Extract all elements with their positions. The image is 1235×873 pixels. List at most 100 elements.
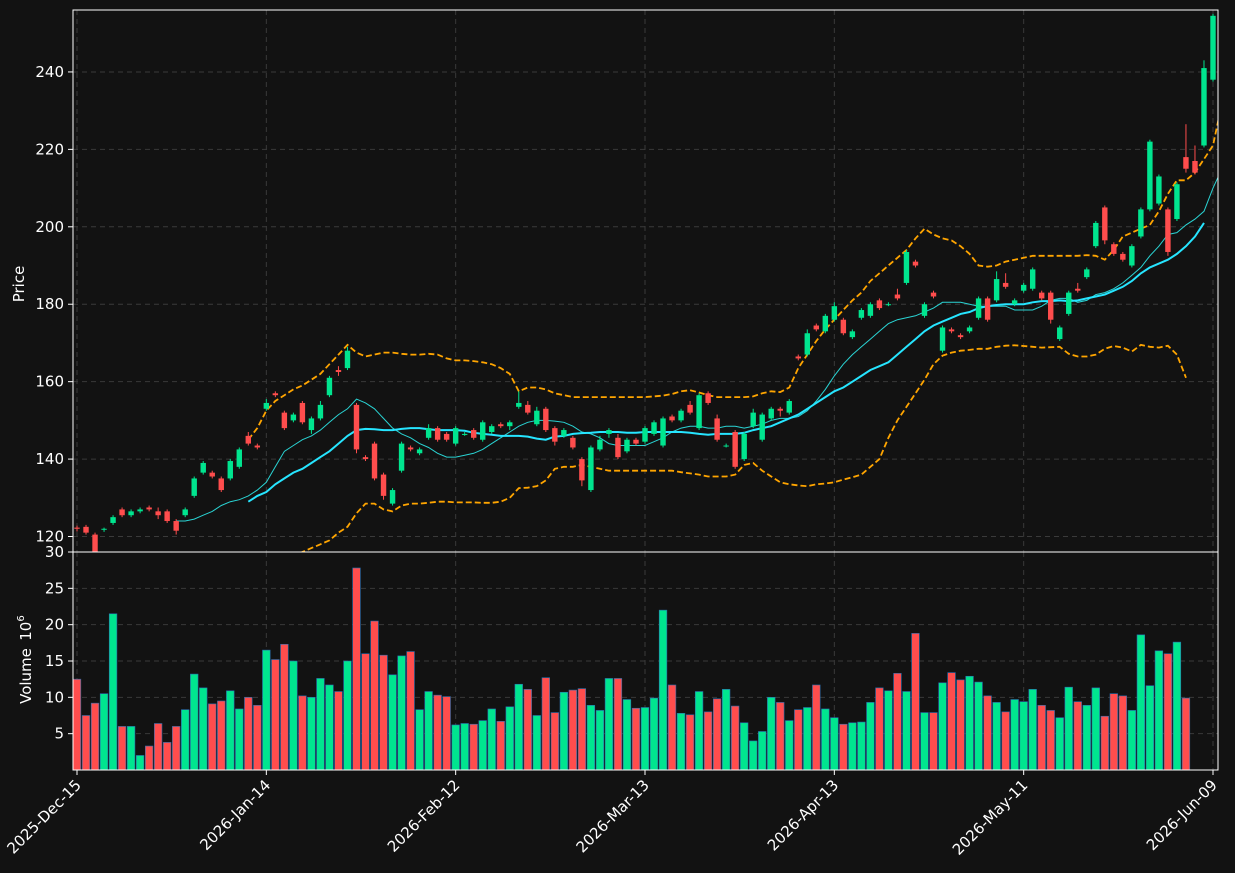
volume-bar [496,721,505,770]
price-tick-label: 140 [35,450,64,468]
volume-bar [126,726,136,770]
volume-bar [550,712,559,770]
volume-bar [199,687,208,770]
candle-body [939,327,946,351]
volume-bar [947,672,956,770]
volume-bar [90,702,100,770]
candle-body [984,298,991,320]
candle-body [561,430,567,436]
volume-bar [1145,685,1155,770]
volume-bar [830,717,839,770]
volume-bar [920,712,929,770]
volume-bar [144,745,154,770]
volume-bar [135,755,145,770]
candle-body [380,474,387,496]
volume-bar [325,684,334,770]
candle-body [822,315,829,332]
candle-body [227,461,233,479]
candle-body [885,304,892,306]
candle-body [633,439,639,444]
candle-body [317,404,324,419]
volume-bar [821,708,830,770]
volume-bar [235,708,244,770]
volume-bar [1100,715,1109,770]
candle-body [209,472,215,477]
volume-bar [172,726,181,770]
candle-body [795,356,801,359]
price-tick-label: 160 [35,373,64,391]
candle-body [849,331,856,338]
volume-bar [965,675,974,770]
volume-bar [262,649,271,770]
candle-body [831,306,838,320]
candle-body [362,457,369,460]
candle-body [669,416,675,421]
volume-bar [280,643,289,770]
volume-bar [1091,687,1100,770]
volume-bar [117,726,127,770]
volume-bar [767,697,776,770]
volume-bar [541,677,550,770]
volume-bar [316,678,325,770]
candle-body [137,509,143,512]
candle-body [155,511,161,516]
candle-body [1102,207,1108,241]
candle-body [993,279,1000,301]
volume-bar [884,690,893,770]
candle-body [1020,284,1027,291]
candle-body [606,430,612,434]
volume-bar [532,715,541,770]
candle-body [768,408,774,419]
volume-bar [577,688,587,770]
candle-body [723,445,729,447]
candle-body [1183,157,1189,169]
candle-body [741,433,747,460]
candle-body [786,401,792,413]
volume-bar [226,690,235,770]
volume-bar [1037,705,1046,770]
candle-body [894,294,901,299]
volume-bar [649,697,659,770]
candle-body [326,377,333,396]
volume-bar [442,696,451,770]
candle-body [434,428,441,440]
ma-slow-line [247,222,1205,503]
volume-unit-exponent: 6 [16,615,27,621]
candle-body [597,439,603,450]
price-tick-label: 200 [35,218,64,236]
candle-body [299,402,306,423]
volume-bar [893,673,902,770]
candle-body [416,449,423,454]
volume-bar [424,691,433,770]
candle-body [1093,222,1099,247]
volume-bar [505,706,514,770]
volume-bar [1127,710,1136,770]
candle-body [660,418,666,446]
candle-body [921,304,928,316]
volume-bar [911,633,920,770]
candle-body [570,437,576,448]
candle-body [470,430,477,438]
volume-bar [514,683,523,770]
volume-bar [523,689,532,770]
volume-bar [559,691,568,770]
candle-body [461,433,468,435]
volume-bar [1064,686,1073,770]
candle-body [624,439,630,452]
candle-body [543,408,549,431]
candle-body [335,370,342,372]
volume-bar [758,731,767,770]
volume-axis-label: Volume [17,648,35,704]
volume-bar [433,694,442,770]
candle-body [254,445,261,448]
candle-body [966,327,973,332]
volume-bar [956,679,965,770]
candle-body [452,428,459,444]
volume-bar [298,695,307,770]
candle-body [1048,292,1054,320]
volume-bar [866,702,875,770]
price-tick-label: 180 [35,295,64,313]
volume-bar [1001,711,1010,770]
candle-body [957,335,964,338]
bollinger-lower-line [300,343,1187,552]
